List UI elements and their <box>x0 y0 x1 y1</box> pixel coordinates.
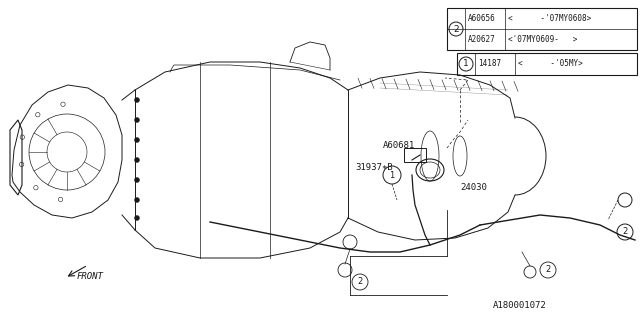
Text: <      -'05MY>: < -'05MY> <box>518 60 583 68</box>
Text: 2: 2 <box>622 228 628 236</box>
Text: 1: 1 <box>463 60 469 68</box>
Circle shape <box>134 178 140 182</box>
Text: 14187: 14187 <box>478 60 501 68</box>
Text: 2: 2 <box>545 266 550 275</box>
Text: A20627: A20627 <box>468 35 496 44</box>
Text: 1: 1 <box>389 171 395 180</box>
Circle shape <box>134 157 140 163</box>
Circle shape <box>134 117 140 123</box>
Text: 31937∗B: 31937∗B <box>356 164 394 172</box>
Text: 24030: 24030 <box>461 183 488 192</box>
Text: <      -'07MY0608>: < -'07MY0608> <box>508 14 591 23</box>
Text: A180001072: A180001072 <box>493 301 547 310</box>
Text: FRONT: FRONT <box>77 272 104 281</box>
Circle shape <box>134 98 140 102</box>
Text: A60681: A60681 <box>383 141 415 150</box>
Text: 2: 2 <box>453 25 459 34</box>
Circle shape <box>134 215 140 220</box>
Text: <'07MY0609-   >: <'07MY0609- > <box>508 35 577 44</box>
Circle shape <box>134 138 140 142</box>
Bar <box>447 8 637 50</box>
Text: 2: 2 <box>357 277 363 286</box>
Circle shape <box>134 197 140 203</box>
Text: A60656: A60656 <box>468 14 496 23</box>
Bar <box>404 148 426 162</box>
Bar <box>457 53 637 75</box>
